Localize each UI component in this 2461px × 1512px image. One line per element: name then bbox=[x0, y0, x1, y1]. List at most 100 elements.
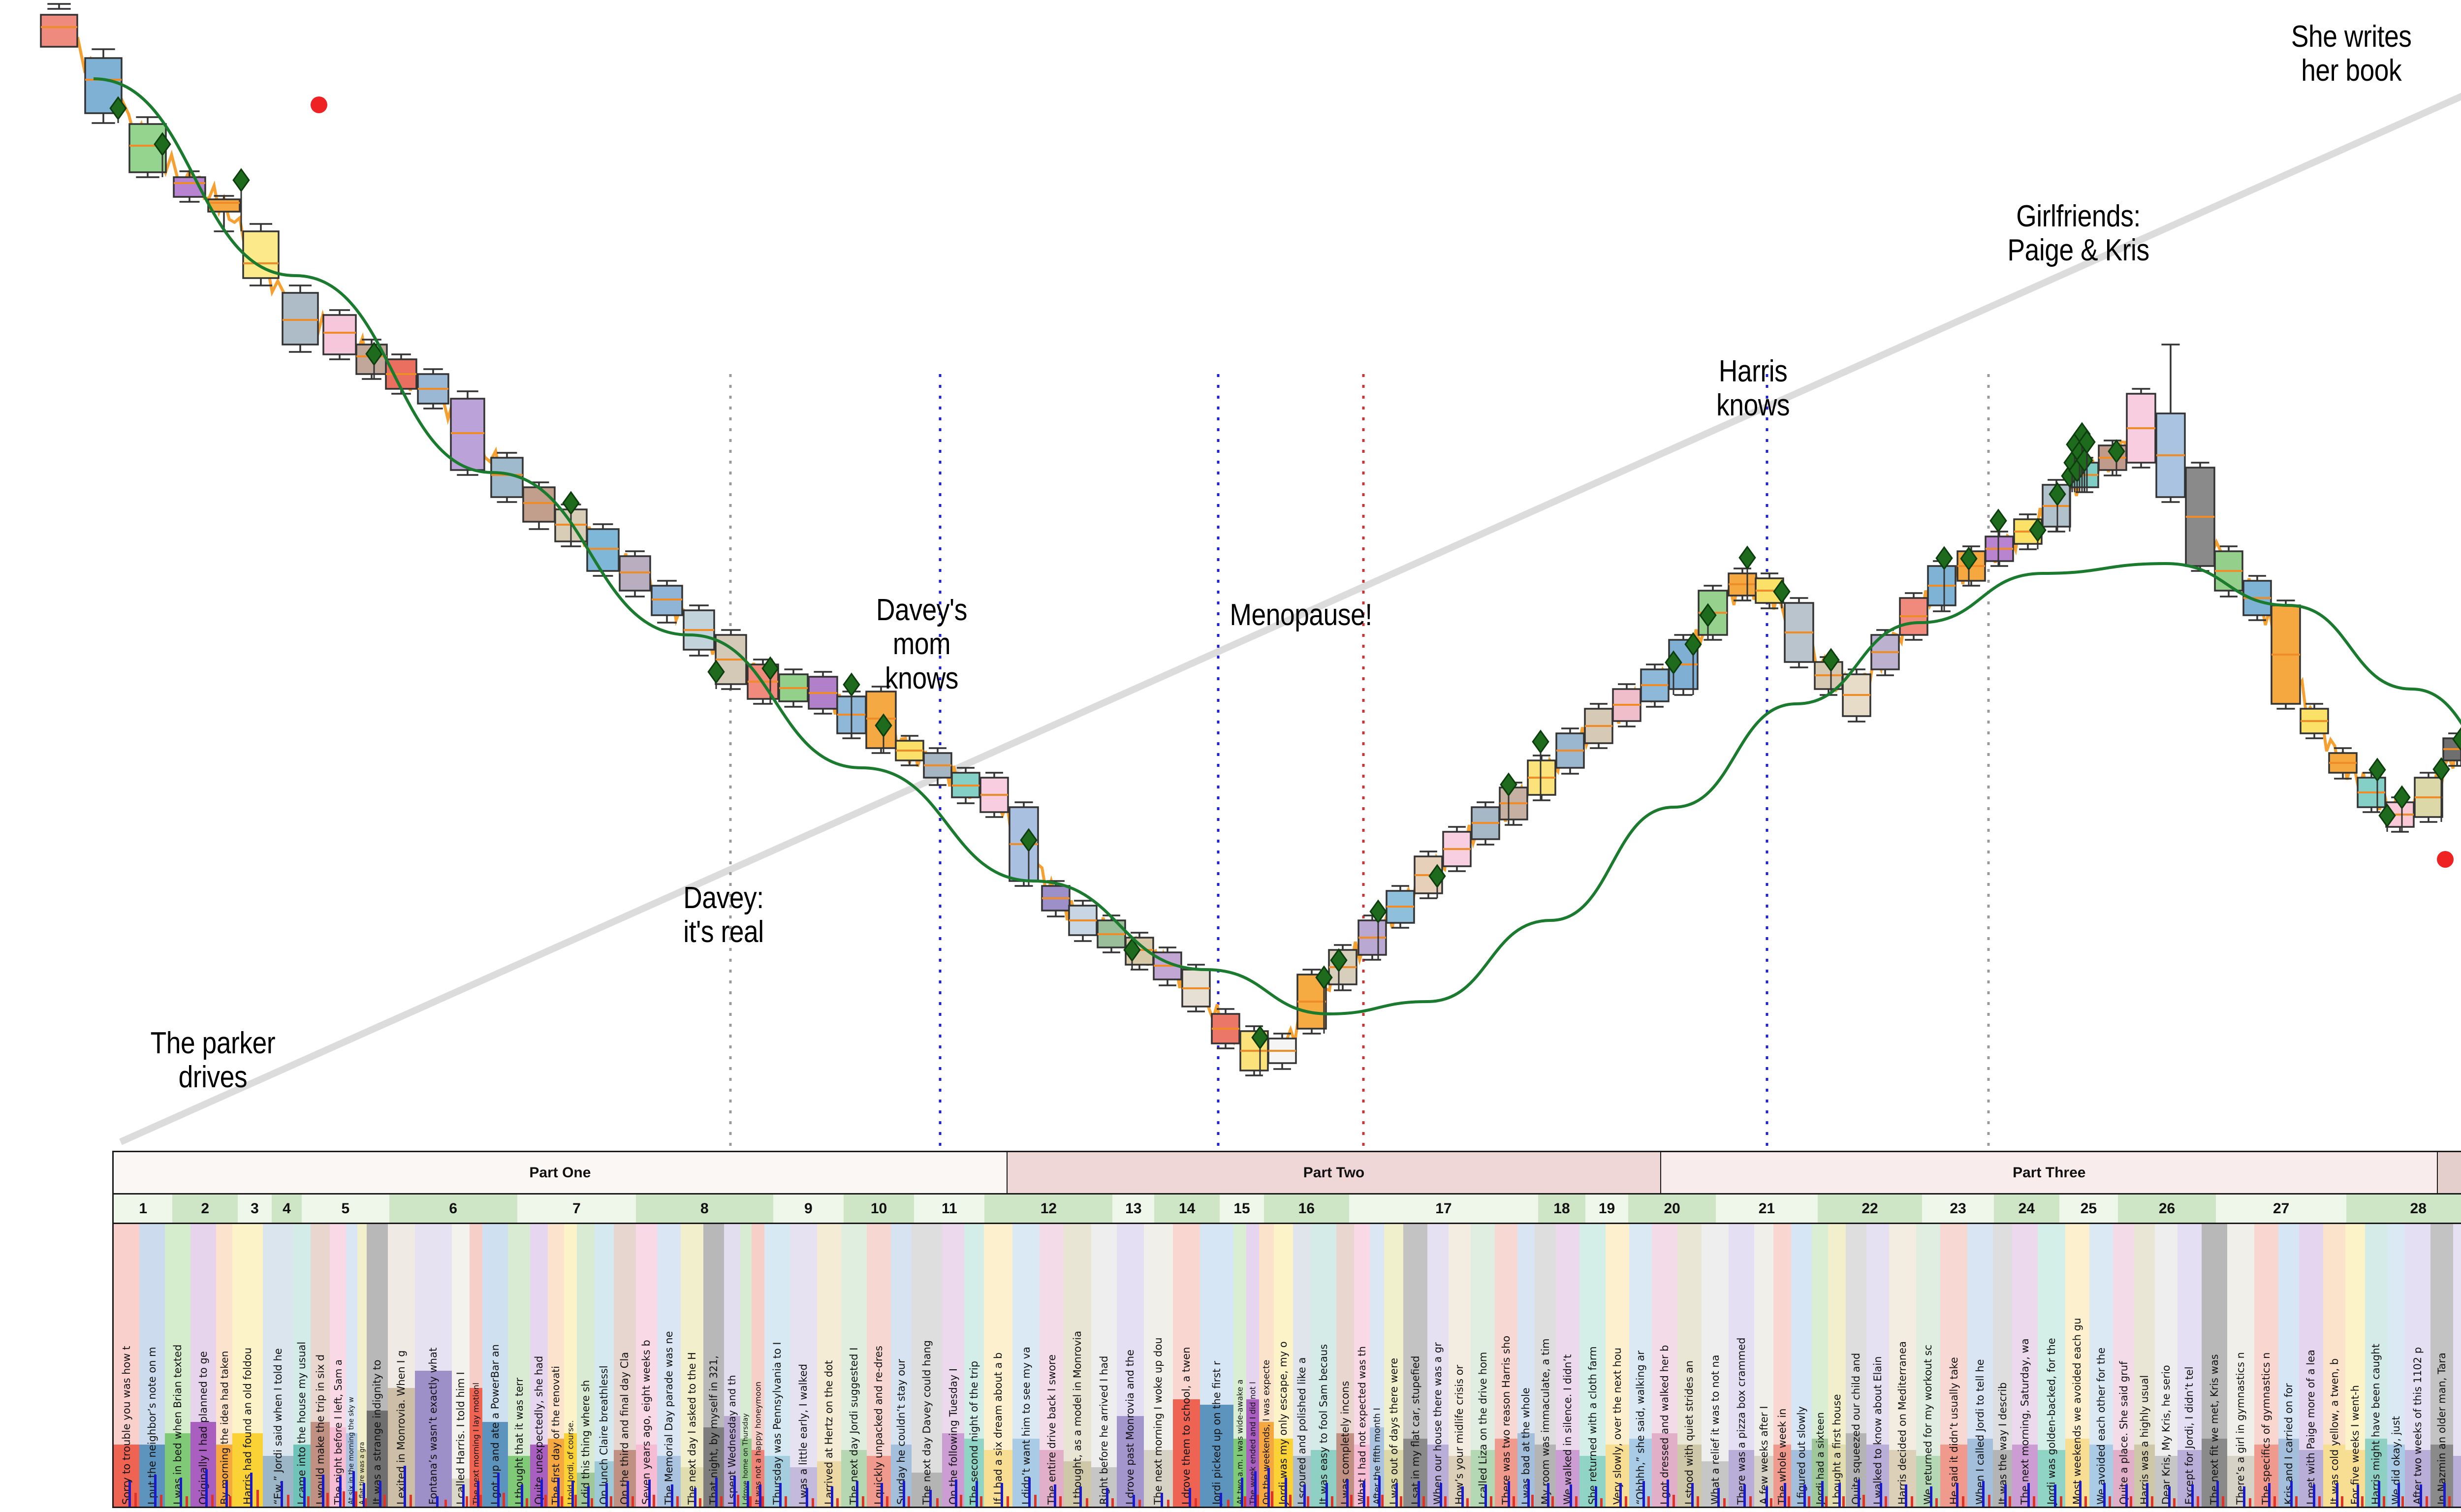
scene-bar-red bbox=[1059, 1496, 1062, 1507]
scene-column: I did this thing where sh bbox=[576, 1224, 595, 1507]
scene-bar-red bbox=[256, 1489, 259, 1507]
scene-bar-blue bbox=[1594, 1486, 1597, 1507]
scene-fill-bar bbox=[1866, 1444, 1889, 1507]
chapter-cell-10: 10 bbox=[843, 1195, 915, 1223]
annotation-daveys-mom-knows: Davey's mom knows bbox=[876, 593, 968, 695]
candlestick-box bbox=[865, 691, 897, 749]
scene-column: It was easy to fool Sam becaus bbox=[1310, 1224, 1336, 1507]
scene-fill-bar bbox=[1605, 1444, 1630, 1507]
scene-bar-blue bbox=[1667, 1479, 1670, 1507]
chapter-number: 15 bbox=[1233, 1200, 1250, 1217]
scene-column: The next day I asked to the H bbox=[681, 1224, 703, 1507]
scene-column: I told Jordi, of course. bbox=[564, 1224, 577, 1507]
chapter-number: 20 bbox=[1664, 1200, 1680, 1217]
annotation-davey-its-real: Davey: it's real bbox=[683, 881, 764, 949]
scene-column: The next morning, Saturday, wa bbox=[2012, 1224, 2038, 1507]
scene-fill-bar bbox=[942, 1433, 965, 1507]
scene-bar-red bbox=[861, 1496, 864, 1507]
scene-bar-red bbox=[1808, 1496, 1811, 1507]
scene-bar-blue bbox=[746, 1481, 749, 1507]
scene-column: The second night of the trip bbox=[964, 1224, 984, 1507]
scene-column: A few weeks after I bbox=[1754, 1224, 1774, 1507]
green-diamond-marker bbox=[232, 168, 250, 192]
scene-column: I got up and ate a PowerBar an bbox=[482, 1224, 508, 1507]
scene-column: After two weeks of this 1102 p bbox=[2404, 1224, 2430, 1507]
scene-fill-bar bbox=[293, 1444, 311, 1507]
scene-bar-blue bbox=[1461, 1486, 1464, 1507]
scene-column: At six in the morning the sky w bbox=[346, 1224, 357, 1507]
chapter-cell-25: 25 bbox=[2059, 1195, 2118, 1223]
scene-fill-bar bbox=[1144, 1450, 1173, 1507]
scene-column: Seven years ago, eight weeks b bbox=[636, 1224, 657, 1507]
scene-bar-red bbox=[466, 1496, 469, 1507]
scene-bar-blue bbox=[2242, 1486, 2245, 1507]
scene-bar-blue bbox=[1821, 1481, 1824, 1507]
scene-bar-red bbox=[885, 1496, 888, 1507]
chapter-cell-26: 26 bbox=[2118, 1195, 2216, 1223]
scene-bar-red bbox=[1600, 1498, 1603, 1507]
scene-column: The next fit we met, Kris was bbox=[2201, 1224, 2227, 1507]
scene-bar-red bbox=[326, 1493, 329, 1507]
scene-bar-blue bbox=[2336, 1482, 2339, 1507]
scene-bar-blue bbox=[1743, 1484, 1746, 1507]
scene-fill-bar bbox=[1828, 1444, 1846, 1507]
scene-fill-bar bbox=[2365, 1439, 2388, 1507]
scene-column: I got dressed and walked her b bbox=[1651, 1224, 1678, 1507]
part-label: Part Two bbox=[1303, 1164, 1365, 1181]
chapter-number: 11 bbox=[941, 1200, 957, 1217]
scene-bar-blue bbox=[831, 1486, 834, 1507]
scene-bar-red bbox=[811, 1498, 814, 1507]
scene-bar-red bbox=[1444, 1496, 1447, 1507]
scene-bar-blue bbox=[881, 1482, 883, 1507]
scene-bar-red bbox=[561, 1496, 564, 1507]
chapter-number: 25 bbox=[2080, 1200, 2097, 1217]
scene-bar-red bbox=[409, 1494, 412, 1507]
scene-column: In Nazmin an older man, Tara bbox=[2430, 1224, 2453, 1507]
scene-bar-blue bbox=[280, 1481, 283, 1507]
scene-fill-bar bbox=[1354, 1444, 1370, 1507]
scene-fill-bar bbox=[1677, 1444, 1702, 1507]
scene-bar-red bbox=[1227, 1500, 1230, 1507]
scene-column: There was two reason Harris sho bbox=[1494, 1224, 1517, 1507]
part-label: Part Three bbox=[2013, 1164, 2086, 1181]
scene-bar-red bbox=[1935, 1498, 1938, 1507]
scene-bar-red bbox=[749, 1496, 752, 1507]
scene-bar-blue bbox=[2191, 1484, 2194, 1507]
scene-column: I was a little early, I walked bbox=[789, 1224, 817, 1507]
scene-column: I figured out slowly bbox=[1791, 1224, 1812, 1507]
candlestick-box bbox=[586, 528, 620, 572]
scene-column: On the following Tuesday I bbox=[942, 1224, 965, 1507]
scene-column: Fontana’s wasn’t exactly what bbox=[414, 1224, 452, 1507]
scene-column: He said it didn’t usually take bbox=[1940, 1224, 1968, 1507]
chapter-number: 19 bbox=[1598, 1200, 1615, 1217]
scene-fill-bar bbox=[216, 1444, 232, 1507]
chapter-number: 21 bbox=[1758, 1200, 1775, 1217]
scene-bar-blue bbox=[2397, 1482, 2400, 1507]
scene-bar-blue bbox=[540, 1479, 543, 1507]
scene-column: On lunch Claire breathlessl bbox=[594, 1224, 614, 1507]
scene-bar-red bbox=[159, 1494, 162, 1507]
scene-column: I came into the house my usual bbox=[293, 1224, 311, 1507]
scene-fill-bar bbox=[2278, 1439, 2300, 1507]
scene-column: Jordi was my only escape, my o bbox=[1273, 1224, 1293, 1507]
chapter-number: 10 bbox=[870, 1200, 887, 1217]
scene-bar-blue bbox=[363, 1482, 366, 1507]
sentiment-noise-line bbox=[58, 26, 2461, 1064]
scene-bar-blue bbox=[1325, 1482, 1328, 1507]
scene-fill-bar bbox=[1629, 1439, 1652, 1507]
scene-bar-red bbox=[1788, 1496, 1790, 1507]
scene-column: The first day of the renovati bbox=[548, 1224, 564, 1507]
scene-bar-blue bbox=[2103, 1482, 2106, 1507]
scene-bar-red bbox=[365, 1498, 367, 1507]
scene-bar-red bbox=[444, 1500, 447, 1507]
part-cell-1: Part One bbox=[114, 1152, 1008, 1193]
scene-bar-red bbox=[544, 1494, 547, 1507]
scene-bar-red bbox=[2361, 1496, 2364, 1507]
scene-column: I exited in Monrovia. When I g bbox=[387, 1224, 415, 1507]
annotation-girlfriends: Girlfriends: Paige & Kris bbox=[2007, 199, 2149, 268]
scene-bar-blue bbox=[2004, 1484, 2007, 1507]
scene-bar-blue bbox=[2125, 1484, 2128, 1507]
scene-fill-bar bbox=[1812, 1439, 1829, 1507]
scene-bar-red bbox=[737, 1494, 740, 1507]
